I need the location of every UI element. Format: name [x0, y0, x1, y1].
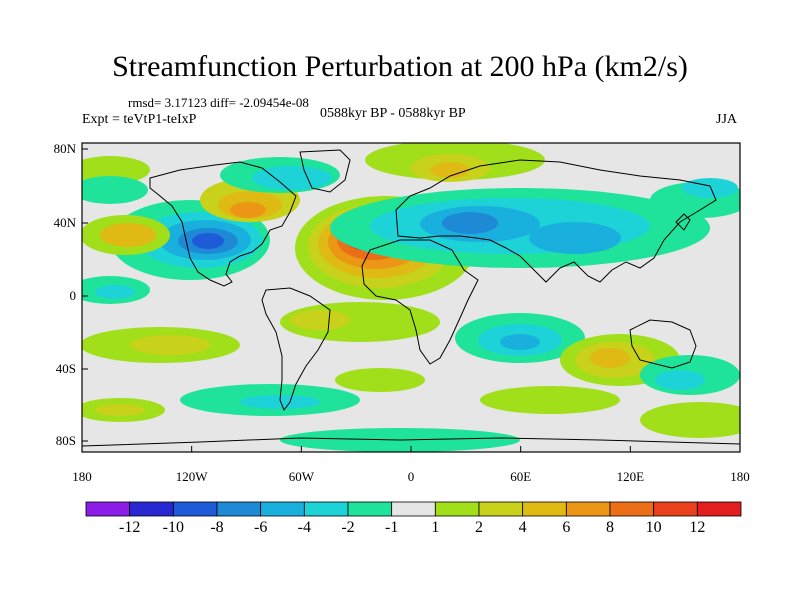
lon-tick-label: 180 [730, 469, 750, 484]
colorbar-label: 8 [606, 519, 614, 536]
colorbar-label: -2 [341, 519, 354, 536]
colorbar-swatch [85, 501, 131, 517]
colorbar-label: 10 [646, 519, 662, 536]
lon-tick-label: 120W [176, 469, 209, 484]
colorbar-swatch [391, 501, 436, 517]
colorbar-swatch [172, 501, 218, 517]
lon-tick-label: 0 [408, 469, 415, 484]
colorbar-swatch [565, 501, 611, 517]
colorbar-swatch [653, 501, 698, 517]
africa-outline [361, 239, 479, 365]
colorbar-label: -8 [210, 519, 223, 536]
lat-tick-label: 40S [56, 361, 76, 376]
colorbar-swatch [260, 501, 305, 517]
lon-tick-label: 120E [617, 469, 645, 484]
colorbar-swatch [129, 501, 174, 517]
north-america-outline [149, 161, 297, 287]
colorbar-swatch [522, 501, 567, 517]
colorbar-swatch [347, 501, 393, 517]
colorbar-swatch [609, 501, 655, 517]
colorbar-swatch [478, 501, 524, 517]
south-america-outline [261, 287, 331, 412]
colorbar-label: 12 [689, 519, 705, 536]
season-label: JJA [716, 112, 738, 127]
continent-outlines [82, 149, 740, 447]
colorbar-label: 4 [519, 519, 527, 536]
longitude-axis: 180 120W 60W 0 60E 120E 180 [72, 446, 750, 484]
latitude-axis: 80N 40N 0 40S 80S [54, 141, 88, 448]
period-label: 0588kyr BP - 0588kyr BP [320, 106, 466, 121]
colorbar-swatch [303, 501, 349, 517]
colorbar: -12 -10 -8 -6 -4 -2 -1 1 2 4 6 8 10 12 [85, 501, 742, 536]
lon-tick-label: 180 [72, 469, 92, 484]
map-area [81, 142, 741, 453]
colorbar-label: -6 [254, 519, 267, 536]
antarctica-outline [82, 437, 740, 447]
australia-outline [629, 319, 697, 369]
colorbar-label: -10 [163, 519, 184, 536]
colorbar-label: 1 [431, 519, 439, 536]
colorbar-label: -12 [119, 519, 140, 536]
lon-tick-label: 60W [289, 469, 315, 484]
colorbar-swatch [696, 501, 742, 517]
lat-tick-label: 80N [54, 141, 77, 156]
stats-label: rmsd= 3.17123 diff= -2.09454e-08 [128, 95, 309, 110]
colorbar-label: -1 [385, 519, 398, 536]
contour-fill [82, 143, 740, 452]
experiment-label: Expt = teVtP1-teIxP [82, 112, 197, 127]
lat-tick-label: 40N [54, 215, 77, 230]
lon-tick-label: 60E [510, 469, 531, 484]
japan-outline [675, 213, 691, 231]
greenland-outline [299, 149, 351, 193]
lat-tick-label: 80S [56, 433, 76, 448]
colorbar-swatch [434, 501, 480, 517]
colorbar-label: -4 [298, 519, 311, 536]
colorbar-swatch [216, 501, 262, 517]
colorbar-label: 6 [562, 519, 570, 536]
colorbar-label: 2 [475, 519, 483, 536]
plot-title: Streamfunction Perturbation at 200 hPa (… [112, 50, 688, 83]
eurasia-outline [395, 159, 717, 283]
lat-tick-label: 0 [70, 288, 77, 303]
